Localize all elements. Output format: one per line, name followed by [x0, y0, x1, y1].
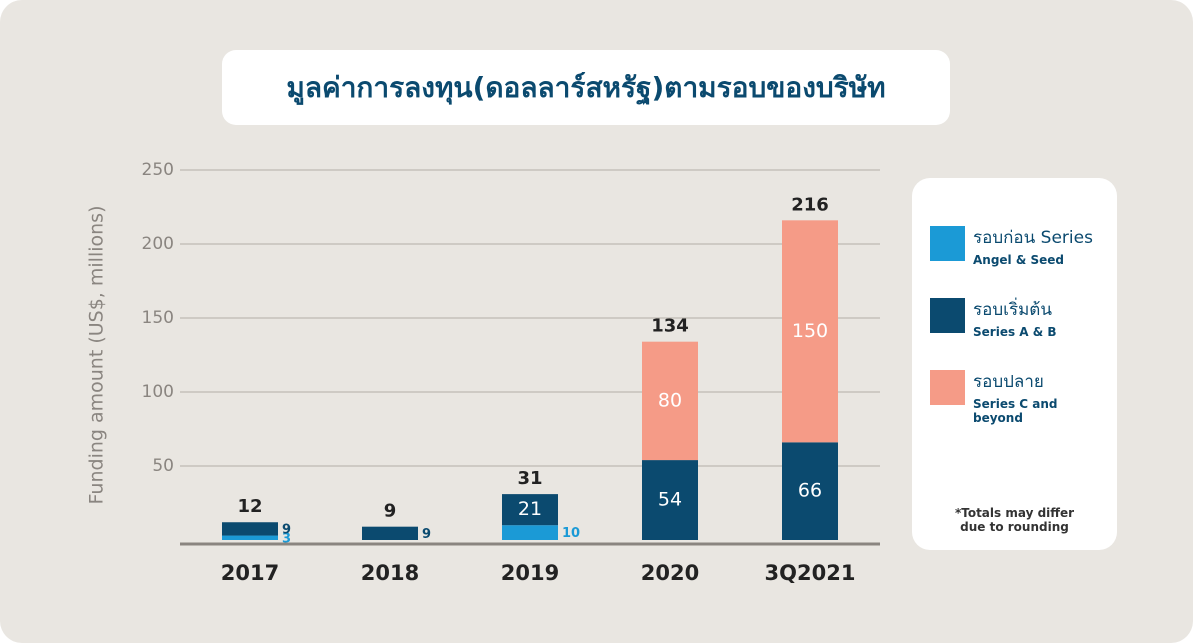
y-tick-label: 100: [142, 382, 174, 402]
legend-text: รอบปลาย Series C and beyond: [973, 368, 1073, 425]
x-tick-label: 2019: [501, 561, 559, 585]
legend-text: รอบเริ่มต้น Series A & B: [973, 296, 1073, 339]
x-tick-label: 2017: [221, 561, 279, 585]
legend-label: รอบเริ่มต้น: [973, 300, 1052, 320]
legend-description: Angel & Seed: [973, 253, 1065, 267]
bar-segment: [782, 220, 838, 443]
total-label: 31: [517, 468, 542, 489]
note: *Totals may differ due to rounding: [954, 506, 1075, 534]
total-label: 9: [384, 501, 397, 522]
legend-swatch: [930, 226, 965, 261]
x-tick-label: 2018: [361, 561, 419, 585]
x-tick-label: 3Q2021: [765, 561, 856, 585]
bar-segment: [502, 525, 558, 540]
bar-segment: [642, 341, 698, 461]
legend-description: Series A & B: [973, 325, 1057, 339]
legend-item: รอบเริ่มต้น Series A & B: [930, 296, 1073, 339]
value-label: 66: [798, 480, 822, 502]
legend-text: รอบก่อน Series Angel & Seed: [973, 224, 1093, 267]
total-label: 134: [651, 316, 689, 337]
value-label: 10: [562, 526, 580, 541]
legend-item: รอบก่อน Series Angel & Seed: [930, 224, 1093, 267]
legend-item: รอบปลาย Series C and beyond: [930, 368, 1073, 425]
y-tick-label: 250: [142, 160, 174, 180]
bar-segment: [222, 522, 278, 536]
value-label: 21: [518, 498, 542, 520]
y-tick-label: 50: [152, 456, 174, 476]
total-label: 12: [237, 496, 262, 517]
y-tick-label: 200: [142, 234, 174, 254]
legend-label: รอบก่อน Series: [973, 228, 1093, 248]
y-tick-label: 150: [142, 308, 174, 328]
total-label: 216: [791, 194, 829, 215]
value-label: 9: [422, 527, 431, 542]
bar-segment: [362, 526, 418, 540]
bar-segment: [222, 535, 278, 540]
y-axis-label: Funding amount (US$, millions): [86, 206, 108, 505]
bar-segment: [642, 460, 698, 540]
chart-title: มูลค่าการลงทุน(ดอลลาร์สหรัฐ)ตามรอบของบริ…: [286, 70, 886, 104]
legend-description: Series C and beyond: [973, 397, 1058, 425]
title-box: มูลค่าการลงทุน(ดอลลาร์สหรัฐ)ตามรอบของบริ…: [222, 50, 950, 125]
legend-label: รอบปลาย: [973, 372, 1044, 392]
legend-swatch: [930, 298, 965, 333]
legend-swatch: [930, 370, 965, 405]
value-label: 54: [658, 489, 682, 511]
x-tick-label: 2020: [641, 561, 699, 585]
legend: *Totals may differ due to rounding รอบก่…: [912, 178, 1117, 550]
bar-segment: [502, 494, 558, 526]
value-label: 80: [658, 389, 682, 411]
value-label: 150: [792, 320, 828, 342]
value-label: 9: [282, 522, 291, 537]
value-label: 3: [282, 531, 291, 546]
bar-segment: [782, 442, 838, 540]
